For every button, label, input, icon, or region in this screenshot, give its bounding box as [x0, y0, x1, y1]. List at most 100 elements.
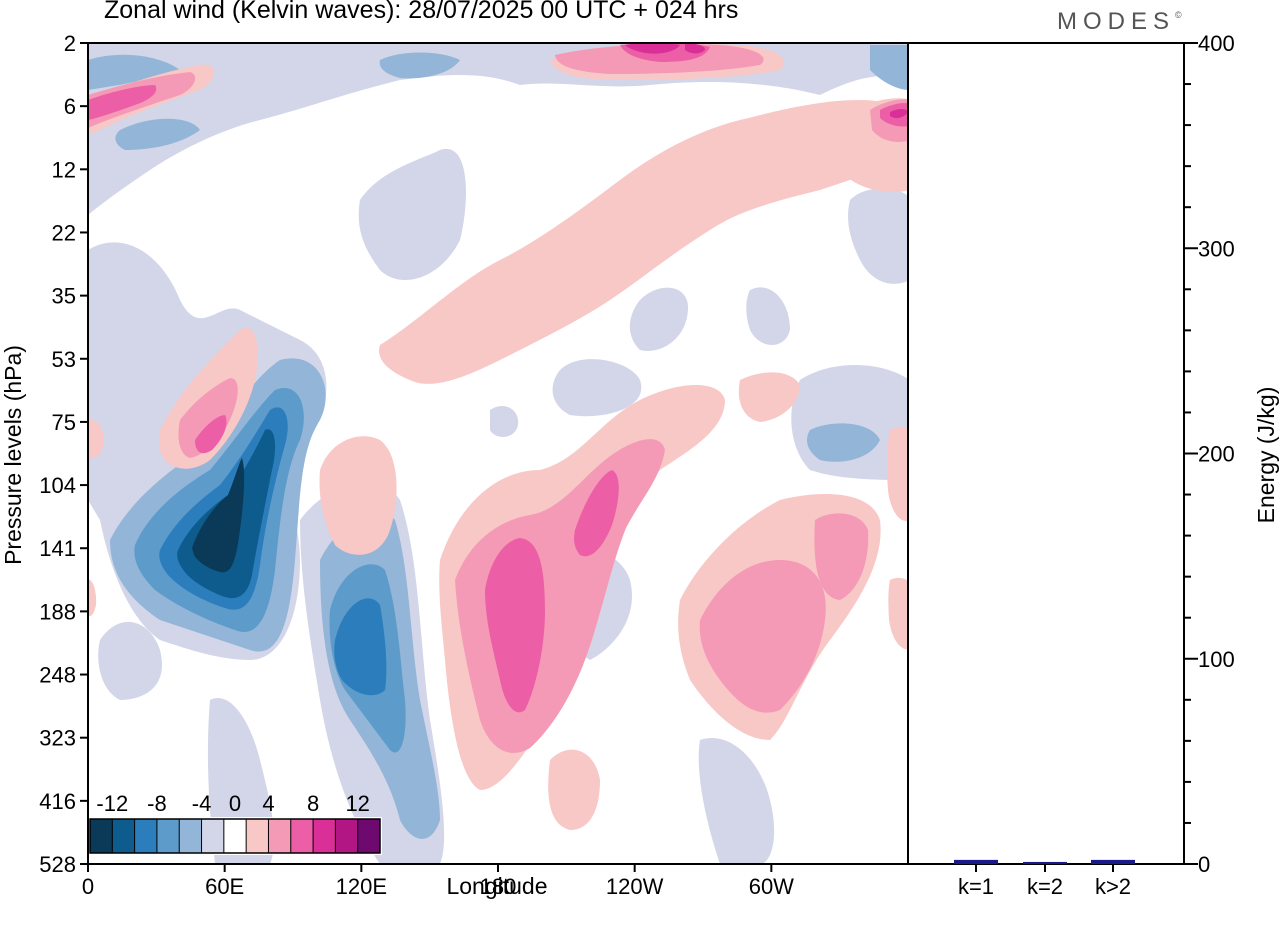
contour-pos4: [685, 43, 705, 54]
y-tick-label: 75: [52, 410, 76, 435]
colorbar-swatch: [90, 819, 113, 853]
energy-axis-title: Energy (J/kg): [1253, 387, 1279, 524]
x-axis-title: Longitude: [446, 873, 547, 899]
colorbar-label: 12: [345, 791, 369, 816]
colorbar: -12 -8 -4 0 4 8 12: [88, 791, 382, 855]
y-axis: 2 6 12 22 35 53 75 104 141 188 248 323 416 528: [39, 31, 88, 877]
contour-pos4: [890, 109, 908, 119]
colorbar-label: -8: [147, 791, 167, 816]
colorbar-label: 4: [262, 791, 274, 816]
contour-neg1: [490, 405, 519, 437]
contour-neg2: [88, 54, 180, 90]
contour-neg1: [698, 738, 775, 864]
chart-title: Zonal wind (Kelvin waves): 28/07/2025 00…: [104, 0, 739, 24]
contour-pos2: [178, 378, 238, 458]
contour-pos3: [195, 415, 227, 454]
contour-pos3: [485, 538, 545, 713]
contour-neg1: [88, 43, 908, 215]
colorbar-frame: [89, 818, 381, 854]
colorbar-label: -4: [192, 791, 212, 816]
energy-category-label: k=2: [1027, 874, 1063, 899]
colorbar-swatch: [313, 819, 336, 853]
contour-pos2: [814, 513, 869, 600]
contour-neg2: [379, 52, 460, 79]
contour-pos1: [886, 427, 908, 521]
contour-field: [88, 43, 908, 864]
contour-neg2: [807, 423, 880, 462]
energy-category-label: k>2: [1095, 874, 1131, 899]
contour-pos1: [88, 419, 104, 459]
contour-neg4: [334, 598, 387, 696]
contour-pos2: [699, 560, 826, 713]
colorbar-swatch: [112, 819, 136, 853]
energy-plot-frame: [907, 42, 1185, 865]
x-axis: 0 60E 120E 180 120W 60W: [82, 864, 794, 899]
contour-neg1: [629, 287, 689, 351]
y-tick-label: 104: [39, 473, 76, 498]
y-tick-label: 2: [64, 31, 76, 56]
contour-neg1: [358, 148, 466, 280]
y-tick-label: 141: [39, 536, 76, 561]
x-tick-label: 120E: [336, 874, 387, 899]
energy-bar: [954, 859, 998, 864]
contour-neg2: [115, 118, 200, 150]
y-tick-label: 188: [39, 599, 76, 624]
energy-tick-label: 300: [1198, 236, 1235, 261]
colorbar-label: 8: [307, 791, 319, 816]
contour-pos4: [625, 43, 680, 54]
y-tick-label: 323: [39, 726, 76, 751]
y-tick-label: 528: [39, 852, 76, 877]
x-tick-label: 0: [82, 874, 94, 899]
colorbar-label: -12: [96, 791, 128, 816]
contour-pos1: [738, 372, 800, 422]
energy-bars: k=1 k=2 k>2: [954, 859, 1135, 899]
y-tick-label: 12: [52, 157, 76, 182]
colorbar-swatch: [179, 819, 203, 853]
colorbar-swatch: [268, 819, 292, 853]
y-tick-label: 248: [39, 663, 76, 688]
x-tick-label: 120W: [606, 874, 664, 899]
colorbar-swatch: [335, 819, 359, 853]
contour-pos1: [888, 577, 908, 650]
energy-bar: [1023, 861, 1067, 864]
contour-pos3: [574, 470, 619, 557]
contour-pos1: [319, 436, 397, 555]
colorbar-swatch: [357, 819, 381, 853]
contour-neg1: [746, 287, 790, 345]
colorbar-label: 0: [229, 791, 241, 816]
energy-tick-label: 400: [1198, 31, 1235, 56]
energy-bar: [1091, 859, 1135, 864]
energy-axis: 0 100 200 300 400: [1184, 31, 1235, 877]
colorbar-swatch: [201, 819, 225, 853]
logo-text: MODES: [1057, 8, 1176, 35]
colorbar-swatch: [223, 819, 247, 853]
contour-neg1: [552, 359, 642, 417]
y-tick-label: 35: [52, 284, 76, 309]
y-axis-title: Pressure levels (hPa): [0, 345, 26, 565]
energy-tick-label: 100: [1198, 647, 1235, 672]
y-tick-label: 416: [39, 789, 76, 814]
contour-neg6: [192, 458, 245, 573]
contour-pos1: [379, 100, 908, 384]
energy-tick-label: 0: [1198, 852, 1210, 877]
colorbar-swatch: [156, 819, 180, 853]
contour-pos1: [88, 579, 97, 617]
colorbar-swatch: [134, 819, 158, 853]
colorbar-swatch: [246, 819, 269, 853]
x-tick-label: 60W: [749, 874, 794, 899]
energy-category-label: k=1: [958, 874, 994, 899]
contour-pos1: [548, 749, 600, 830]
y-tick-label: 22: [52, 220, 76, 245]
contour-pos3: [88, 85, 157, 120]
energy-tick-label: 200: [1198, 442, 1235, 467]
colorbar-swatch: [290, 819, 314, 853]
modes-logo: MODES©: [1057, 8, 1182, 35]
contour-neg2: [870, 45, 908, 90]
x-tick-label: 60E: [205, 874, 244, 899]
y-tick-label: 6: [64, 94, 76, 119]
contour-neg1: [848, 188, 908, 284]
contour-neg1: [98, 621, 162, 700]
x-tick-label: 180: [480, 874, 517, 899]
y-tick-label: 53: [52, 347, 76, 372]
